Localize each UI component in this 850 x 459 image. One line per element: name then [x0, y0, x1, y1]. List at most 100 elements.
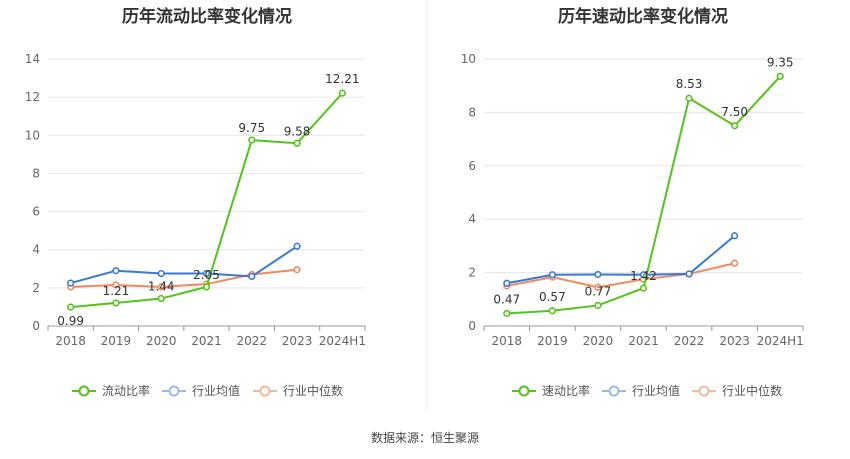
data-label: 1.42 — [630, 269, 657, 283]
data-point[interactable] — [67, 303, 75, 311]
data-label: 9.75 — [238, 121, 265, 135]
legend-marker-icon — [78, 385, 90, 397]
x-tick-label: 2024H1 — [757, 334, 804, 348]
data-source: 数据来源：恒生聚源 — [371, 430, 479, 445]
data-point[interactable] — [202, 283, 211, 291]
legend-item-0[interactable]: 速动比率 — [512, 383, 590, 398]
legend-item-2[interactable]: 行业中位数 — [692, 383, 782, 398]
legend-item-1[interactable]: 行业均值 — [162, 383, 240, 398]
data-point[interactable] — [548, 271, 556, 279]
x-tick-label: 2019 — [537, 334, 568, 348]
legend-item-1[interactable]: 行业均值 — [602, 383, 680, 398]
series-line-1 — [70, 245, 298, 285]
data-point[interactable] — [248, 272, 256, 281]
data-point[interactable] — [731, 259, 739, 267]
x-tick-label: 2018 — [55, 334, 86, 348]
x-tick-label: 2020 — [583, 334, 614, 348]
data-label: 9.35 — [767, 55, 794, 69]
data-point[interactable] — [112, 281, 120, 289]
y-tick-label: 4 — [32, 243, 40, 257]
data-point[interactable] — [685, 94, 693, 102]
y-tick-label: 6 — [32, 205, 40, 219]
legend-marker-icon — [518, 385, 530, 397]
y-tick-label: 6 — [468, 159, 476, 173]
y-tick-label: 8 — [32, 166, 40, 180]
legend-marker-icon — [168, 385, 180, 397]
chart-title: 历年流动比率变化情况 — [122, 6, 292, 27]
x-tick-label: 2022 — [237, 334, 268, 348]
y-tick-label: 4 — [468, 212, 476, 226]
data-label: 1.44 — [148, 280, 175, 294]
x-tick-label: 2023 — [719, 334, 750, 348]
data-label: 0.47 — [493, 292, 520, 306]
chart-title: 历年速动比率变化情况 — [558, 6, 728, 27]
y-tick-label: 10 — [461, 52, 476, 66]
data-point[interactable] — [157, 294, 165, 303]
data-label: 7.50 — [721, 105, 748, 119]
x-tick-label: 2024H1 — [319, 334, 366, 348]
legend-label: 流动比率 — [102, 383, 150, 398]
data-point[interactable] — [293, 266, 301, 274]
data-point[interactable] — [338, 89, 346, 97]
data-point[interactable] — [112, 267, 120, 275]
data-label: 1.21 — [103, 284, 130, 298]
data-point[interactable] — [503, 279, 511, 287]
legend-label: 行业中位数 — [283, 383, 343, 398]
data-label: 8.53 — [676, 77, 703, 91]
data-point[interactable] — [293, 139, 301, 147]
y-tick-label: 12 — [25, 90, 40, 104]
data-point[interactable] — [776, 72, 784, 80]
x-tick-label: 2018 — [492, 334, 523, 348]
data-label: 0.99 — [57, 314, 84, 328]
data-label: 9.58 — [284, 124, 311, 138]
data-label: 0.57 — [539, 290, 566, 304]
data-label: 2.05 — [193, 268, 220, 282]
data-point[interactable] — [293, 242, 301, 250]
data-point[interactable] — [594, 270, 602, 279]
data-point[interactable] — [639, 284, 648, 292]
data-point[interactable] — [202, 269, 211, 278]
quick-ratio-chart: 历年速动比率变化情况 0 2 4 6 8 10 2018 2019 2020 2021 2022 202… — [461, 6, 804, 398]
x-tick-label: 2019 — [101, 334, 132, 348]
y-tick-label: 0 — [32, 319, 40, 333]
series-line-2 — [506, 262, 735, 289]
legend-label: 行业均值 — [632, 383, 680, 398]
legend-item-0[interactable]: 流动比率 — [72, 383, 150, 398]
data-label: 0.77 — [585, 284, 612, 298]
legend-marker-icon — [698, 385, 710, 397]
x-tick-label: 2022 — [674, 334, 705, 348]
current-ratio-chart: 历年流动比率变化情况 0 2 4 6 8 10 12 14 2018 2019 2020 2021 202… — [25, 6, 366, 398]
y-tick-label: 2 — [468, 266, 476, 280]
x-tick-label: 2020 — [146, 334, 177, 348]
legend-label: 行业中位数 — [722, 383, 782, 398]
legend-item-2[interactable]: 行业中位数 — [253, 383, 343, 398]
series-line-1 — [506, 234, 736, 285]
legend-label: 行业均值 — [192, 383, 240, 398]
legend-label: 速动比率 — [542, 383, 590, 398]
x-tick-label: 2021 — [628, 334, 659, 348]
data-point[interactable] — [685, 270, 693, 278]
data-point[interactable] — [157, 283, 165, 291]
x-tick-label: 2023 — [282, 334, 313, 348]
data-point[interactable] — [503, 309, 511, 318]
y-tick-label: 10 — [25, 128, 40, 142]
data-point[interactable] — [594, 283, 602, 291]
data-point[interactable] — [67, 279, 75, 287]
series-line-2 — [70, 268, 298, 288]
y-tick-label: 8 — [468, 105, 476, 119]
data-label: 12.21 — [325, 72, 359, 86]
legend-marker-icon — [259, 385, 271, 397]
data-point[interactable] — [548, 307, 556, 315]
data-point[interactable] — [112, 299, 120, 307]
data-point[interactable] — [594, 301, 602, 310]
y-tick-label: 2 — [32, 281, 40, 295]
data-point[interactable] — [157, 269, 165, 278]
x-tick-label: 2021 — [191, 334, 222, 348]
y-tick-label: 14 — [25, 52, 40, 66]
data-point[interactable] — [731, 232, 739, 240]
data-point[interactable] — [248, 136, 256, 144]
data-point[interactable] — [731, 122, 739, 130]
y-tick-label: 0 — [468, 319, 476, 333]
legend-marker-icon — [608, 385, 620, 397]
